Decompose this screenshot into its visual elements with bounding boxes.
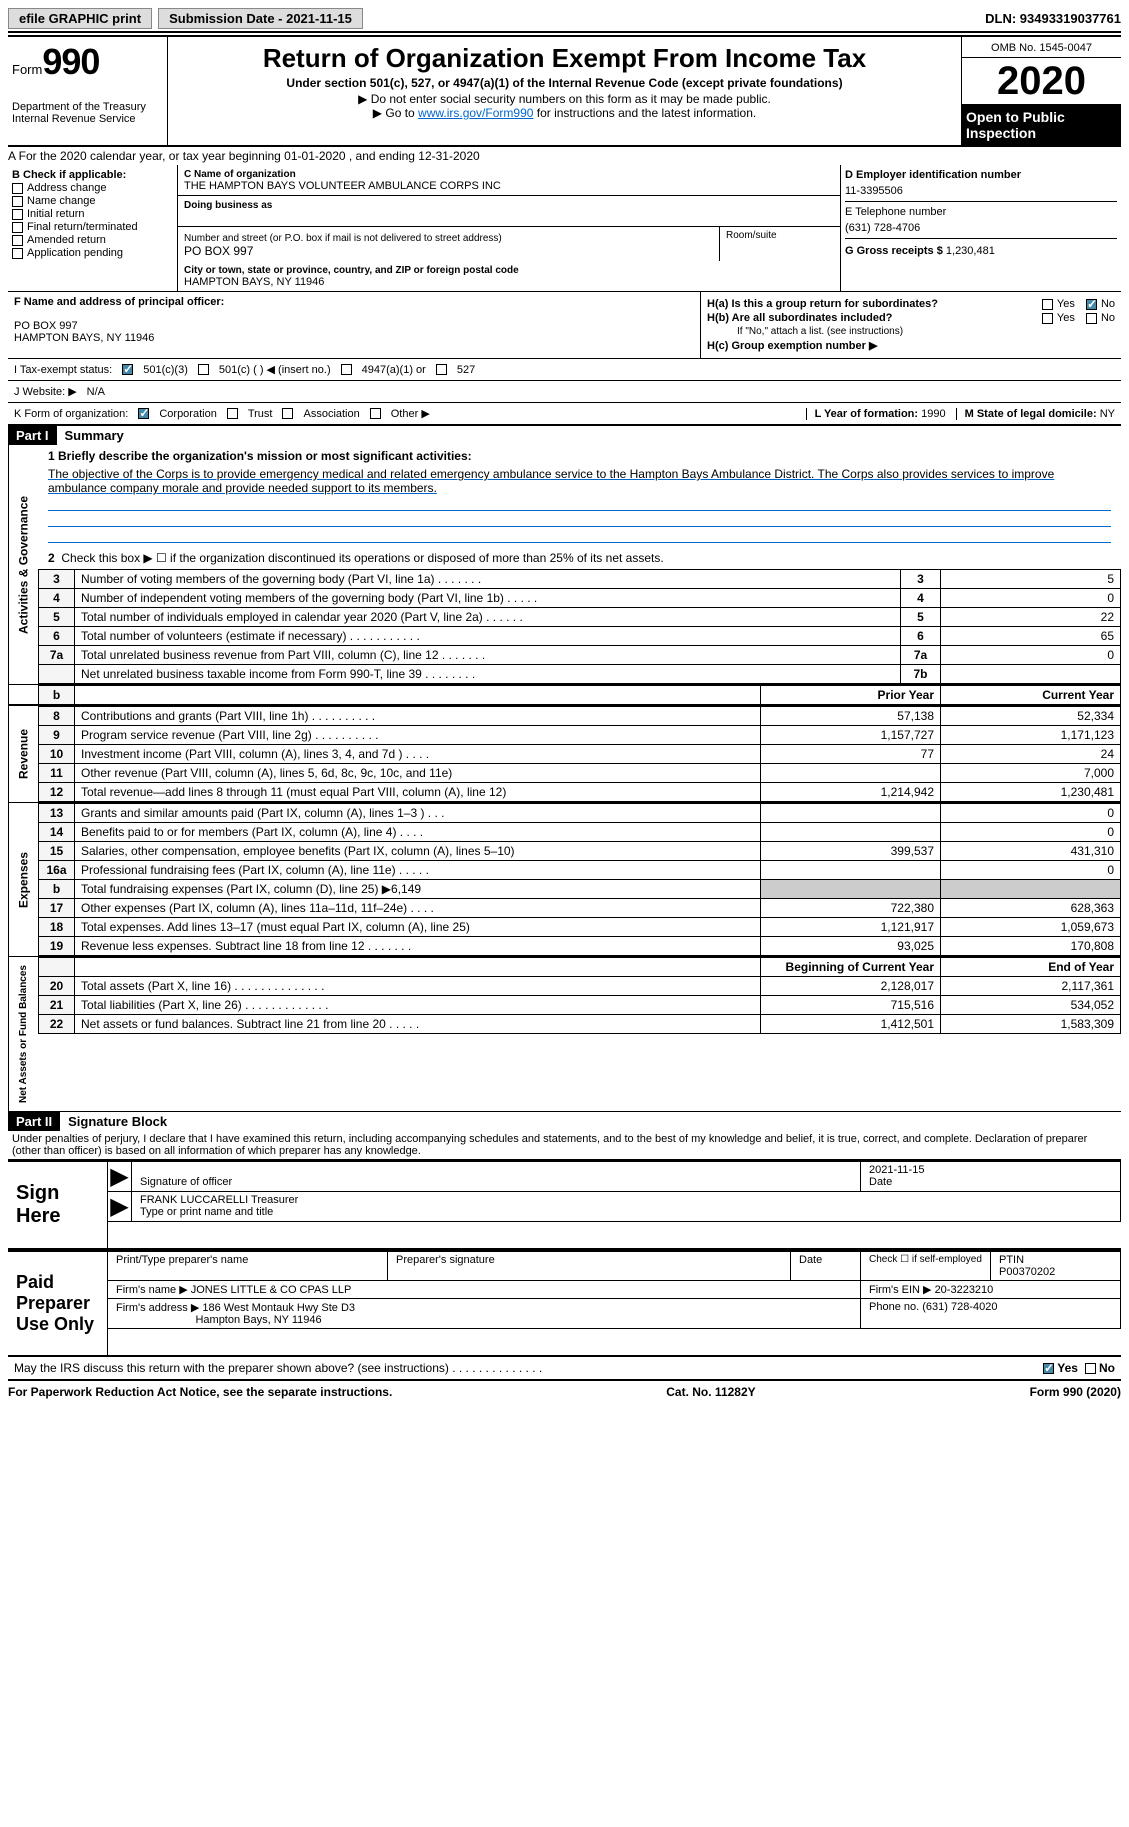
checkbox-ha-yes[interactable] — [1042, 299, 1053, 310]
table-row: 7aTotal unrelated business revenue from … — [39, 646, 1121, 665]
checkbox-name-change[interactable] — [12, 196, 23, 207]
revenue-table: 8Contributions and grants (Part VIII, li… — [38, 706, 1121, 802]
checkbox-hb-yes[interactable] — [1042, 313, 1053, 324]
checkbox-discuss-yes[interactable] — [1043, 1363, 1054, 1374]
website-value: N/A — [87, 386, 105, 398]
org-name: THE HAMPTON BAYS VOLUNTEER AMBULANCE COR… — [184, 180, 501, 192]
table-row: 20Total assets (Part X, line 16) . . . .… — [39, 977, 1121, 996]
table-row: 17Other expenses (Part IX, column (A), l… — [39, 899, 1121, 918]
table-row: 6Total number of volunteers (estimate if… — [39, 627, 1121, 646]
tax-year: 2020 — [997, 59, 1086, 103]
declaration-text: Under penalties of perjury, I declare th… — [8, 1131, 1121, 1160]
footer: For Paperwork Reduction Act Notice, see … — [8, 1381, 1121, 1403]
form-word: Form — [12, 62, 42, 77]
table-row: 19Revenue less expenses. Subtract line 1… — [39, 937, 1121, 956]
checkbox-discuss-no[interactable] — [1085, 1363, 1096, 1374]
dept-label: Department of the Treasury Internal Reve… — [12, 101, 163, 125]
firm-ein: 20-3223210 — [935, 1284, 994, 1296]
part2-bar: Part II — [8, 1112, 60, 1131]
ptin-value: P00370202 — [999, 1266, 1055, 1278]
checkbox-corp[interactable] — [138, 408, 149, 419]
section-netassets: Net Assets or Fund Balances — [8, 957, 38, 1111]
column-d: D Employer identification number 11-3395… — [841, 165, 1121, 291]
table-row: 22Net assets or fund balances. Subtract … — [39, 1015, 1121, 1034]
officer-name: FRANK LUCCARELLI Treasurer — [140, 1194, 298, 1206]
checkbox-amended[interactable] — [12, 235, 23, 246]
line-a: A For the 2020 calendar year, or tax yea… — [8, 147, 1121, 165]
form-subtitle: Under section 501(c), 527, or 4947(a)(1)… — [174, 76, 955, 90]
netassets-table: Beginning of Current YearEnd of Year 20T… — [38, 957, 1121, 1034]
firm-phone: (631) 728-4020 — [922, 1301, 997, 1313]
checkbox-final-return[interactable] — [12, 222, 23, 233]
ein-value: 11-3395506 — [845, 181, 1117, 201]
table-row: 14Benefits paid to or for members (Part … — [39, 823, 1121, 842]
mission-text: The objective of the Corps is to provide… — [48, 467, 1111, 495]
table-row: bTotal fundraising expenses (Part IX, co… — [39, 880, 1121, 899]
paid-preparer-label: Paid Preparer Use Only — [8, 1252, 108, 1355]
arrow-icon: ▶ — [108, 1162, 132, 1191]
table-row: Net unrelated business taxable income fr… — [39, 665, 1121, 684]
telephone: (631) 728-4706 — [845, 218, 1117, 238]
revenue-header-table: bPrior YearCurrent Year — [38, 685, 1121, 705]
street-address: PO BOX 997 — [184, 244, 253, 258]
firm-name: JONES LITTLE & CO CPAS LLP — [191, 1284, 352, 1296]
checkbox-app-pending[interactable] — [12, 248, 23, 259]
table-row: 13Grants and similar amounts paid (Part … — [39, 804, 1121, 823]
sign-here-label: Sign Here — [8, 1162, 108, 1248]
checkbox-initial-return[interactable] — [12, 209, 23, 220]
form-number: 990 — [42, 41, 99, 82]
section-revenue: Revenue — [8, 706, 38, 802]
table-row: 8Contributions and grants (Part VIII, li… — [39, 707, 1121, 726]
checkbox-527[interactable] — [436, 364, 447, 375]
gross-receipts: 1,230,481 — [946, 245, 995, 257]
checkbox-assoc[interactable] — [282, 408, 293, 419]
section-expenses: Expenses — [8, 803, 38, 956]
table-row: 5Total number of individuals employed in… — [39, 608, 1121, 627]
checkbox-hb-no[interactable] — [1086, 313, 1097, 324]
form-header: Form990 Department of the Treasury Inter… — [8, 35, 1121, 147]
form-title: Return of Organization Exempt From Incom… — [174, 43, 955, 74]
top-toolbar: efile GRAPHIC print Submission Date - 20… — [8, 8, 1121, 33]
irs-link[interactable]: www.irs.gov/Form990 — [418, 106, 533, 120]
city-state-zip: HAMPTON BAYS, NY 11946 — [184, 276, 324, 288]
table-row: 12Total revenue—add lines 8 through 11 (… — [39, 783, 1121, 802]
column-c: C Name of organizationTHE HAMPTON BAYS V… — [178, 165, 841, 291]
dln-label: DLN: 93493319037761 — [985, 11, 1121, 26]
governance-table: 3Number of voting members of the governi… — [38, 569, 1121, 684]
table-row: 16aProfessional fundraising fees (Part I… — [39, 861, 1121, 880]
open-public-label: Open to PublicInspection — [962, 105, 1121, 145]
notice-2: ▶ Go to www.irs.gov/Form990 for instruct… — [174, 106, 955, 120]
table-row: 15Salaries, other compensation, employee… — [39, 842, 1121, 861]
table-row: 21Total liabilities (Part X, line 26) . … — [39, 996, 1121, 1015]
efile-print-button[interactable]: efile GRAPHIC print — [8, 8, 152, 29]
section-governance: Activities & Governance — [8, 445, 38, 684]
table-row: 9Program service revenue (Part VIII, lin… — [39, 726, 1121, 745]
notice-1: ▶ Do not enter social security numbers o… — [174, 92, 955, 106]
checkbox-4947[interactable] — [341, 364, 352, 375]
checkbox-501c3[interactable] — [122, 364, 133, 375]
table-row: 18Total expenses. Add lines 13–17 (must … — [39, 918, 1121, 937]
checkbox-other[interactable] — [370, 408, 381, 419]
table-row: 11Other revenue (Part VIII, column (A), … — [39, 764, 1121, 783]
checkbox-ha-no[interactable] — [1086, 299, 1097, 310]
arrow-icon: ▶ — [108, 1192, 132, 1221]
table-row: 4Number of independent voting members of… — [39, 589, 1121, 608]
omb-label: OMB No. 1545-0047 — [991, 42, 1092, 54]
checkbox-address-change[interactable] — [12, 183, 23, 194]
expenses-table: 13Grants and similar amounts paid (Part … — [38, 803, 1121, 956]
checkbox-trust[interactable] — [227, 408, 238, 419]
submission-date-button[interactable]: Submission Date - 2021-11-15 — [158, 8, 363, 29]
checkbox-501c[interactable] — [198, 364, 209, 375]
part1-bar: Part I — [8, 426, 57, 445]
table-row: 3Number of voting members of the governi… — [39, 570, 1121, 589]
column-b: B Check if applicable: Address change Na… — [8, 165, 178, 291]
table-row: 10Investment income (Part VIII, column (… — [39, 745, 1121, 764]
